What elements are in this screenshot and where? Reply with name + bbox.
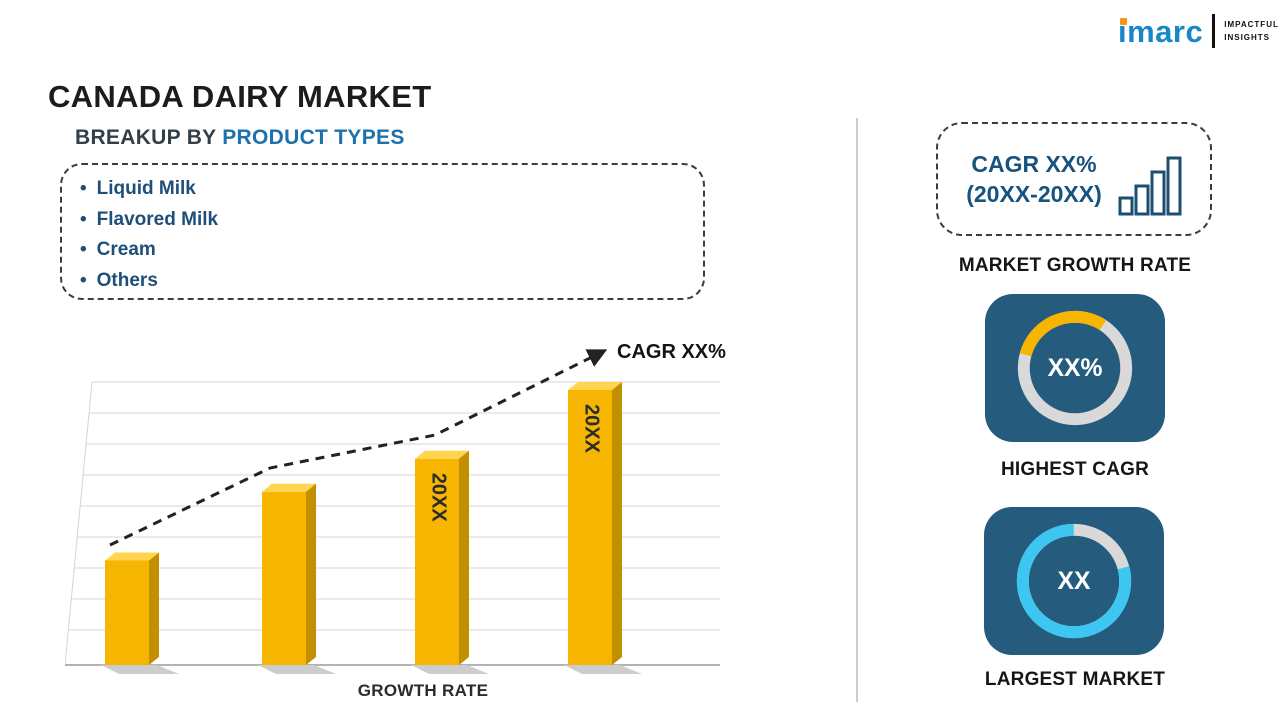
breakup-heading: BREAKUP BY PRODUCT TYPES	[75, 126, 405, 150]
list-item: • Others	[80, 266, 703, 297]
cagr-summary-line2: (20XX-20XX)	[966, 181, 1102, 207]
product-type-label: Others	[96, 269, 158, 291]
bar-side	[149, 552, 159, 665]
largest-market-donut: XX	[1016, 523, 1132, 639]
cagr-annotation: CAGR XX%	[617, 341, 726, 363]
largest-market-card: XX	[984, 507, 1164, 655]
product-types-list: • Liquid Milk • Flavored Milk • Cream • Othe…	[80, 174, 703, 296]
market-growth-rate-label: MARKET GROWTH RATE	[958, 255, 1192, 276]
logo-divider	[1212, 14, 1216, 48]
cagr-summary-box: CAGR XX% (20XX-20XX)	[936, 122, 1212, 236]
brand-dot-icon	[1120, 17, 1127, 25]
tagline-line2: INSIGHTS	[1224, 33, 1271, 42]
bullet-icon: •	[80, 208, 87, 230]
bar-shadow	[564, 665, 642, 674]
bar-year-label: 20XX	[581, 404, 603, 454]
imarc-logo: imarc IMPACTFUL INSIGHTS	[1118, 14, 1279, 48]
cagr-summary-line1: CAGR XX%	[971, 151, 1097, 177]
donut-arc	[1016, 523, 1132, 639]
trend-arrow	[109, 349, 608, 547]
bar-side	[459, 450, 469, 665]
brand-wordmark: imarc	[1118, 16, 1203, 47]
logo-tagline: IMPACTFUL INSIGHTS	[1224, 20, 1279, 42]
bar-shadow	[258, 665, 336, 674]
x-axis-label: GROWTH RATE	[357, 681, 489, 700]
page-title: CANADA DAIRY MARKET	[48, 78, 432, 114]
growth-chart-area: 20XX 20XX	[65, 330, 725, 680]
bar-top	[105, 552, 159, 561]
list-item: • Cream	[80, 235, 703, 266]
bar-top	[262, 483, 316, 492]
product-type-label: Liquid Milk	[96, 178, 196, 199]
bar-side	[612, 382, 622, 665]
bar-top	[568, 382, 622, 390]
product-types-box: • Liquid Milk • Flavored Milk • Cream • Othe…	[60, 163, 705, 300]
breakup-heading-prefix: BREAKUP BY	[75, 126, 217, 149]
largest-market-label: LARGEST MARKET	[984, 669, 1166, 690]
highest-cagr-value: XX%	[1048, 355, 1103, 382]
breakup-heading-highlight: PRODUCT TYPES	[222, 126, 405, 149]
bullet-icon: •	[80, 269, 87, 291]
tagline-line1: IMPACTFUL	[1224, 20, 1279, 29]
product-type-label: Cream	[96, 239, 156, 260]
product-type-label: Flavored Milk	[96, 208, 219, 230]
largest-market-value: XX	[1058, 568, 1091, 595]
bar-side	[306, 483, 316, 665]
bar-chart-icon	[1118, 156, 1182, 216]
list-item: • Flavored Milk	[80, 205, 703, 236]
highest-cagr-label: HIGHEST CAGR	[1000, 459, 1150, 480]
bar-shadow	[411, 665, 489, 674]
bar-face	[262, 491, 306, 665]
bar-face	[568, 390, 612, 665]
brand-text: imarc	[1118, 13, 1204, 49]
highest-cagr-donut: XX%	[1017, 310, 1133, 426]
bullet-icon: •	[80, 239, 87, 260]
gridline-edge	[65, 381, 93, 666]
cagr-summary-text: CAGR XX% (20XX-20XX)	[966, 149, 1102, 209]
bullet-icon: •	[80, 178, 87, 199]
vertical-divider	[856, 118, 858, 702]
bar-face	[415, 458, 459, 665]
growth-bar-chart: 20XX 20XX	[65, 349, 720, 674]
chart-bars: 20XX 20XX	[101, 382, 642, 674]
bar-top	[415, 450, 469, 459]
highest-cagr-card: XX%	[985, 294, 1165, 442]
chart-gridlines	[65, 381, 720, 666]
list-item: • Liquid Milk	[80, 174, 703, 205]
bar-face	[105, 560, 149, 665]
bar-shadow	[101, 665, 179, 674]
bar-year-label: 20XX	[428, 473, 450, 523]
